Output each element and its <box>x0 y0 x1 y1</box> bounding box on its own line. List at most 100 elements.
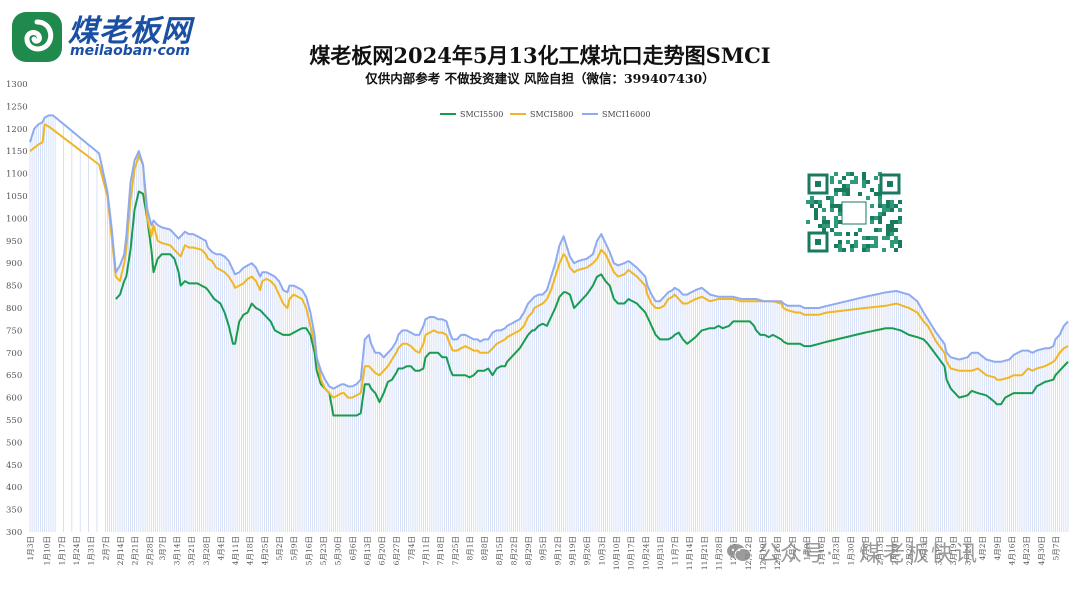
x-tick-label: 3月26日 <box>964 536 973 565</box>
qr-cell <box>898 244 902 248</box>
y-tick-label: 450 <box>6 461 22 471</box>
x-tick-label: 4月25日 <box>260 536 269 565</box>
qr-cell <box>842 184 846 188</box>
x-tick-label: 1月9日 <box>802 536 811 561</box>
qr-cell <box>898 220 902 224</box>
qr-cell <box>886 228 890 232</box>
wechat-icon <box>727 544 752 562</box>
legend: SMCI5500 SMCI5800 SMCI16000 <box>440 110 650 119</box>
x-tick-label: 11月14日 <box>685 536 694 570</box>
x-tick-label: 5月23日 <box>319 536 328 565</box>
qr-cell <box>846 188 850 192</box>
qr-cell <box>834 244 838 248</box>
qr-cell <box>874 192 878 196</box>
qr-cell <box>818 224 822 228</box>
logo-text: 煤老板网 <box>68 14 192 49</box>
qr-cell <box>866 248 870 252</box>
qr-cell <box>806 200 810 204</box>
x-tick-label: 8月22日 <box>509 536 518 565</box>
qr-cell <box>878 196 882 200</box>
qr-cell <box>882 236 886 240</box>
qr-cell <box>882 204 886 208</box>
qr-cell <box>846 172 850 176</box>
qr-cell <box>838 220 842 224</box>
x-tick-label: 12月26日 <box>773 536 782 570</box>
qr-cell <box>870 236 874 240</box>
qr-cell <box>834 216 838 220</box>
x-tick-label: 5月16日 <box>304 536 313 565</box>
qr-cell <box>878 204 882 208</box>
qr-cell <box>886 208 890 212</box>
x-tick-label: 10月10日 <box>612 536 621 570</box>
qr-cell <box>842 176 846 180</box>
qr-cell <box>862 176 866 180</box>
x-tick-label: 2月14日 <box>116 536 125 565</box>
x-tick-label: 7月4日 <box>407 536 416 561</box>
qr-cell <box>830 180 834 184</box>
x-tick-label: 9月5日 <box>539 536 548 561</box>
qr-cell <box>862 244 866 248</box>
qr-cell <box>874 240 878 244</box>
qr-cell <box>830 196 834 200</box>
qr-code-image <box>806 172 902 254</box>
qr-cell <box>838 232 842 236</box>
series-line-SMCI5800 <box>29 123 1069 399</box>
qr-cell <box>834 172 838 176</box>
qr-cell <box>850 172 854 176</box>
qr-cell <box>850 180 854 184</box>
y-tick-label: 650 <box>6 371 22 381</box>
x-tick-label: 1月16日 <box>817 536 826 565</box>
qr-cell <box>834 192 838 196</box>
x-tick-label: 3月7日 <box>158 536 167 561</box>
qr-cell <box>834 224 838 228</box>
qr-cell <box>838 212 842 216</box>
qr-cell <box>854 240 858 244</box>
x-tick-label: 1月3日 <box>26 536 35 561</box>
qr-cell <box>850 248 854 252</box>
y-tick-label: 750 <box>6 326 22 336</box>
y-tick-label: 800 <box>6 304 22 314</box>
qr-cell <box>810 200 814 204</box>
x-tick-label: 3月28日 <box>202 536 211 565</box>
x-tick-label: 2月13日 <box>876 536 885 565</box>
x-tick-label: 2月6日 <box>861 536 870 561</box>
qr-cell <box>898 216 902 220</box>
qr-cell <box>866 196 870 200</box>
qr-cell <box>842 248 846 252</box>
qr-cell <box>862 184 866 188</box>
x-tick-label: 10月31日 <box>656 536 665 570</box>
qr-cell <box>822 216 826 220</box>
x-tick-label: 3月19日 <box>949 536 958 565</box>
qr-cell <box>874 244 878 248</box>
qr-cell <box>882 212 886 216</box>
qr-cell <box>842 192 846 196</box>
logo-swirl-icon <box>12 12 62 62</box>
x-tick-label: 11月21日 <box>700 536 709 570</box>
x-tick-label: 7月25日 <box>451 536 460 565</box>
qr-cell <box>818 204 822 208</box>
x-tick-label: 6月20日 <box>378 536 387 565</box>
qr-cell <box>826 220 830 224</box>
legend-label: SMCI5800 <box>530 110 573 119</box>
x-tick-label: 4月23日 <box>1022 536 1031 565</box>
qr-cell <box>894 220 898 224</box>
y-tick-label: 1050 <box>6 192 28 202</box>
x-tick-label: 4月30日 <box>1037 536 1046 565</box>
qr-cell <box>890 232 894 236</box>
qr-cell <box>822 224 826 228</box>
x-tick-label: 5月30日 <box>334 536 343 565</box>
qr-cell <box>850 244 854 248</box>
qr-cell <box>874 236 878 240</box>
qr-cell <box>890 204 894 208</box>
qr-cell <box>814 200 818 204</box>
x-tick-label: 3月14日 <box>172 536 181 565</box>
qr-cell <box>838 244 842 248</box>
qr-cell <box>838 204 842 208</box>
qr-cell <box>894 240 898 244</box>
series-line-SMCI5500 <box>115 190 1069 417</box>
qr-cell <box>830 228 834 232</box>
y-tick-label: 700 <box>6 349 22 359</box>
x-tick-label: 9月12日 <box>553 536 562 565</box>
x-tick-label: 3月5日 <box>920 536 929 561</box>
y-tick-label: 1250 <box>6 102 28 112</box>
